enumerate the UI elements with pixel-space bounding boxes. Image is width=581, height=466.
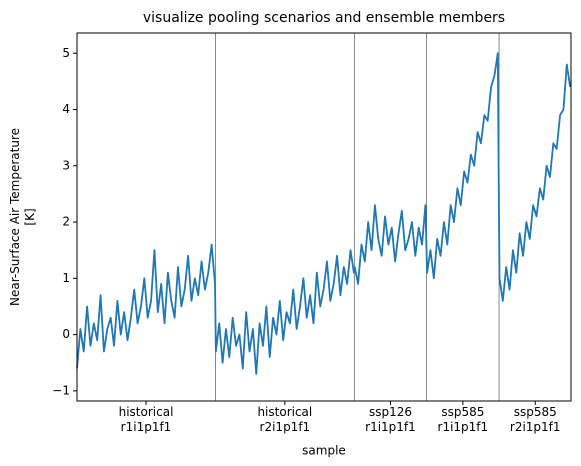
y-tick-label: 4 <box>62 102 70 116</box>
x-axis-label: sample <box>302 444 346 458</box>
x-tick-label: historical r2i1p1f1 <box>257 405 312 434</box>
x-tick-label: historical r1i1p1f1 <box>119 405 174 434</box>
y-tick-label: 3 <box>62 158 70 172</box>
x-tick-label: ssp585 r1i1p1f1 <box>438 405 489 434</box>
y-tick-label: 1 <box>62 271 70 285</box>
y-axis-label: Near-Surface Air Temperature[K] <box>8 128 37 306</box>
plot-frame <box>76 32 572 402</box>
chart-title: visualize pooling scenarios and ensemble… <box>143 10 505 26</box>
y-tick-label: 0 <box>62 327 70 341</box>
y-tick-label: 2 <box>62 215 70 229</box>
y-tick-label: −1 <box>52 383 70 397</box>
data-line <box>76 52 572 375</box>
y-tick-label: 5 <box>62 46 70 60</box>
x-tick-label: ssp585 r2i1p1f1 <box>510 405 561 434</box>
x-tick-label: ssp126 r1i1p1f1 <box>365 405 416 434</box>
